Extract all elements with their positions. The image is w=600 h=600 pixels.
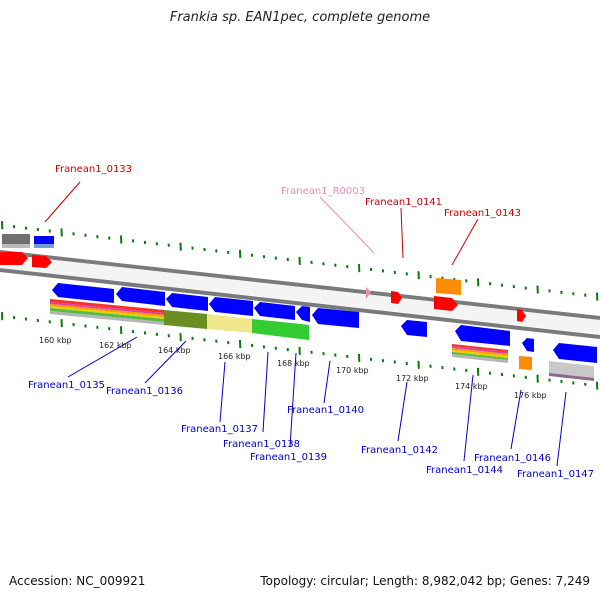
scale-label: 174 kbp [455,382,488,391]
gene-gray-stripe [549,373,594,381]
gene-0147 [553,343,597,363]
scale-label: 162 kbp [99,341,132,350]
gene-label-0140: Franean1_0140 [287,405,364,416]
gene-r0003 [366,287,371,299]
gene-label-0147: Franean1_0147 [517,469,594,480]
gene-band-magenta [452,346,508,354]
gene-band-red [452,344,508,352]
gene-0140 [312,308,359,328]
gene-gray-stripe [2,244,30,248]
gene-0138-green [252,319,292,338]
gene-band-magenta [50,302,164,315]
lower-strand-genes [50,283,597,381]
scale-label: 168 kbp [277,359,310,368]
label-leader-lines [44,181,567,467]
gene-labels: Franean1_0133 Franean1_R0003 Franean1_01… [28,164,594,480]
gene-0133-red [0,252,28,265]
gene-band-yellow [452,350,508,358]
scale-label: 166 kbp [218,352,251,361]
scale-label: 172 kbp [396,374,429,383]
gene-label-0138: Franean1_0138 [223,439,300,450]
scale-label: 160 kbp [39,336,72,345]
lower-scale-ticks [1,312,599,390]
gene-band-green [452,352,508,360]
gene-blue [166,293,208,311]
gene-band-yellow [50,306,164,319]
gene-label-0136: Franean1_0136 [106,386,183,397]
gene-label-0146: Franean1_0146 [474,453,551,464]
gene-label-0141: Franean1_0141 [365,197,442,208]
gene-band-red [50,299,164,313]
gene-label-0142: Franean1_0142 [361,445,438,456]
gene-blue-small [522,338,534,352]
gene-band-gray [452,354,508,363]
gene-label-0137: Franean1_0137 [181,424,258,435]
topology-text: Topology: circular; Length: 8,982,042 bp… [260,574,590,588]
gene-label-0139: Franean1_0139 [250,452,327,463]
gene-band-orange [50,304,164,317]
backbone-genes [366,287,526,322]
gene-blue [116,287,165,306]
gene-orange-small [519,356,532,370]
scale-label: 170 kbp [336,366,369,375]
gene-0141 [391,291,402,304]
gene-0139-green [292,323,309,340]
genome-title: Frankia sp. EAN1pec, complete genome [169,10,431,25]
gene-blue [52,283,114,303]
gene-0144 [455,325,510,346]
gene-red [32,255,52,268]
gene-blue [296,306,310,322]
gene-label-r0003: Franean1_R0003 [281,186,365,197]
gene-red-small [517,309,526,322]
gene-0137-khaki [207,314,252,333]
gene-label-0143: Franean1_0143 [444,208,521,219]
gene-label-0135: Franean1_0135 [28,380,105,391]
gene-0143-red [434,296,458,311]
gene-band-orange [452,348,508,356]
gene-band-gray [50,311,164,325]
gene-blue [34,236,54,246]
gene-0142 [401,320,427,337]
gene-orange [436,278,461,295]
scale-label: 176 kbp [514,391,547,400]
scale-label: 164 kbp [158,346,191,355]
gene-blue [254,302,295,320]
genome-backbone [0,250,600,339]
upper-scale-ticks [1,221,599,301]
accession-text: Accession: NC_009921 [9,574,146,588]
gene-band-green [50,308,164,322]
gene-blue-stripe [34,244,54,248]
gene-blue [209,297,253,316]
gene-0136-olive [164,310,207,329]
gene-label-0144: Franean1_0144 [426,465,503,476]
scale-labels: 160 kbp 162 kbp 164 kbp 166 kbp 168 kbp … [39,336,547,400]
gene-label-0133: Franean1_0133 [55,164,132,175]
upper-strand-genes [0,234,461,311]
